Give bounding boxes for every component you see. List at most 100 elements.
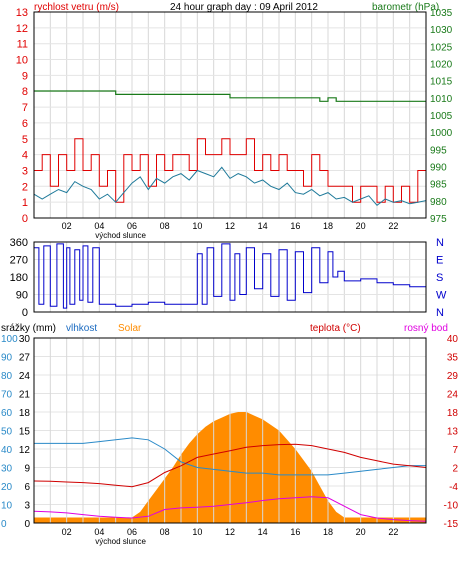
wind-tick-label: 11 bbox=[17, 39, 28, 51]
wind-tick-label: 13 bbox=[16, 7, 28, 19]
compass-label: S bbox=[436, 272, 443, 284]
x-tick-label: 02 bbox=[62, 527, 72, 537]
rain-tick-label: 27 bbox=[19, 353, 31, 364]
solar-legend-label: Solar bbox=[118, 323, 142, 334]
pressure-tick-label: 990 bbox=[430, 163, 447, 174]
wind-tick-label: 12 bbox=[16, 23, 28, 35]
wind-tick-label: 2 bbox=[22, 181, 28, 193]
temperature-tick-label: 35 bbox=[447, 353, 459, 364]
humidity-tick-label: 50 bbox=[1, 427, 13, 438]
rain-tick-label: 30 bbox=[19, 334, 31, 345]
rain-tick-label: 18 bbox=[19, 408, 31, 419]
plot-frame bbox=[33, 241, 427, 313]
humidity-tick-label: 40 bbox=[1, 445, 13, 456]
temperature-tick-label: 29 bbox=[447, 371, 459, 382]
compass-label: N bbox=[436, 307, 444, 319]
x-tick-label: 10 bbox=[192, 527, 202, 537]
x-tick-label: 12 bbox=[225, 221, 235, 231]
x-tick-label: 08 bbox=[160, 221, 170, 231]
sunrise-label: východ slunce bbox=[95, 537, 146, 546]
wind-tick-label: 9 bbox=[22, 70, 28, 82]
pressure-tick-label: 1030 bbox=[430, 25, 453, 36]
x-tick-label: 04 bbox=[94, 527, 104, 537]
direction-tick-label: 0 bbox=[22, 307, 28, 319]
x-tick-label: 06 bbox=[127, 221, 137, 231]
wind-tick-label: 8 bbox=[22, 86, 28, 98]
pressure-tick-label: 1015 bbox=[430, 77, 453, 88]
chart-title: 24 hour graph day : 09 April 2012 bbox=[170, 2, 318, 13]
plot-frame bbox=[33, 337, 427, 524]
wind-tick-label: 6 bbox=[22, 118, 28, 130]
humidity-tick-label: 10 bbox=[1, 501, 13, 512]
rain-legend-label: srážky (mm) bbox=[1, 323, 56, 334]
wind-tick-label: 4 bbox=[22, 150, 28, 162]
humidity-tick-label: 20 bbox=[1, 482, 13, 493]
rain-tick-label: 3 bbox=[24, 501, 30, 512]
x-tick-label: 20 bbox=[356, 527, 366, 537]
wind-tick-label: 5 bbox=[22, 134, 28, 146]
temperature-tick-label: -4 bbox=[449, 482, 458, 493]
wind-direction-series bbox=[34, 243, 427, 309]
temperature-tick-label: -15 bbox=[444, 519, 459, 530]
x-tick-label: 04 bbox=[94, 221, 104, 231]
wind-average-series bbox=[33, 166, 427, 206]
humidity-series bbox=[34, 437, 426, 476]
x-tick-label: 18 bbox=[323, 221, 333, 231]
pressure-tick-label: 1000 bbox=[430, 128, 453, 139]
rain-tick-label: 21 bbox=[19, 390, 31, 401]
rain-tick-label: 15 bbox=[19, 427, 31, 438]
x-tick-label: 02 bbox=[62, 221, 72, 231]
x-tick-label: 06 bbox=[127, 527, 137, 537]
pressure-tick-label: 980 bbox=[430, 197, 447, 208]
wind-tick-label: 7 bbox=[22, 102, 28, 114]
humidity-tick-label: 60 bbox=[1, 408, 13, 419]
pressure-tick-label: 1005 bbox=[430, 111, 453, 122]
temperature-series bbox=[33, 443, 427, 488]
pressure-tick-label: 1035 bbox=[430, 8, 453, 19]
pressure-tick-label: 985 bbox=[430, 180, 447, 191]
wind-tick-label: 10 bbox=[16, 55, 28, 67]
direction-tick-label: 90 bbox=[16, 290, 28, 302]
wind-tick-label: 0 bbox=[22, 213, 28, 225]
x-tick-label: 22 bbox=[388, 221, 398, 231]
humidity-tick-label: 30 bbox=[1, 464, 13, 475]
wind-tick-label: 3 bbox=[22, 165, 28, 177]
plot-frame bbox=[33, 11, 427, 219]
wind-tick-label: 1 bbox=[22, 197, 28, 209]
rain-tick-label: 6 bbox=[24, 482, 30, 493]
temperature-tick-label: 13 bbox=[447, 427, 459, 438]
direction-tick-label: 180 bbox=[10, 272, 28, 284]
x-tick-label: 20 bbox=[356, 221, 366, 231]
pressure-tick-label: 1010 bbox=[430, 94, 453, 105]
humidity-legend-label: vlhkost bbox=[66, 323, 97, 334]
humidity-tick-label: 0 bbox=[1, 519, 7, 530]
humidity-tick-label: 100 bbox=[1, 334, 18, 345]
panel-wind-direction: 0 N 90 W 180 S 270 E 360 N bbox=[10, 237, 447, 319]
direction-tick-label: 360 bbox=[10, 237, 28, 249]
temperature-tick-label: 24 bbox=[447, 390, 459, 401]
rain-tick-label: 24 bbox=[19, 371, 31, 382]
humidity-tick-label: 90 bbox=[1, 353, 13, 364]
panel-wind-pressure: 0123456789101112139759809859909951000100… bbox=[16, 7, 453, 240]
x-tick-label: 10 bbox=[192, 221, 202, 231]
pressure-tick-label: 1020 bbox=[430, 60, 453, 71]
pressure-tick-label: 995 bbox=[430, 145, 447, 156]
x-tick-label: 22 bbox=[388, 527, 398, 537]
dewpoint-legend-label: rosný bod bbox=[404, 323, 448, 334]
temperature-legend-label: teplota (°C) bbox=[310, 323, 361, 334]
x-tick-label: 16 bbox=[290, 221, 300, 231]
panel-weather-multi: 0 0 -15 10 3 -10 20 6 -4 30 9 2 40 12 7 50 15 13 60 18 18 70 2… bbox=[1, 334, 458, 546]
pressure-axis-label: barometr (hPa) bbox=[372, 2, 439, 13]
x-tick-label: 14 bbox=[258, 221, 268, 231]
pressure-tick-label: 975 bbox=[430, 214, 447, 225]
temperature-tick-label: -10 bbox=[444, 501, 459, 512]
x-tick-label: 14 bbox=[258, 527, 268, 537]
compass-label: N bbox=[436, 237, 444, 249]
pressure-tick-label: 1025 bbox=[430, 42, 453, 53]
compass-label: E bbox=[436, 255, 443, 267]
direction-tick-label: 270 bbox=[10, 255, 28, 267]
temperature-tick-label: 7 bbox=[452, 445, 458, 456]
x-tick-label: 18 bbox=[323, 527, 333, 537]
temperature-tick-label: 40 bbox=[447, 334, 459, 345]
